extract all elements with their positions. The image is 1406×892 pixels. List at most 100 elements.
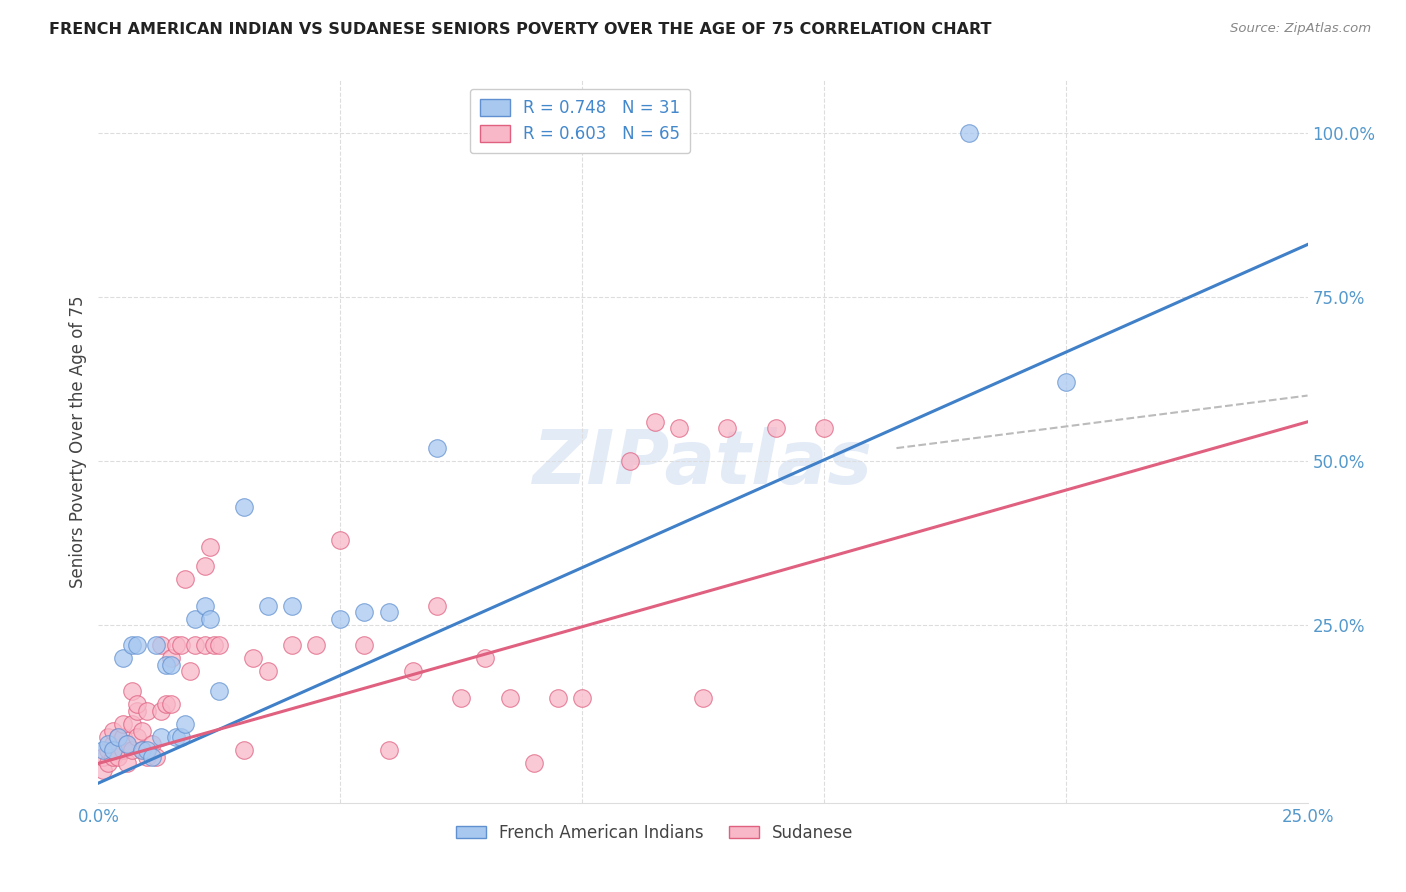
Point: [107, 730, 129, 744]
Point: [165, 730, 187, 744]
Point: [474, 651, 496, 665]
Point: [194, 638, 217, 652]
Point: [91, 749, 114, 764]
Point: [97, 730, 120, 744]
Point: [547, 690, 569, 705]
Point: [135, 704, 157, 718]
Point: [523, 756, 546, 771]
Point: [117, 737, 139, 751]
Point: [131, 743, 153, 757]
Point: [150, 704, 173, 718]
Point: [1054, 376, 1077, 390]
Point: [111, 730, 134, 744]
Point: [111, 717, 134, 731]
Point: [208, 638, 231, 652]
Point: [716, 421, 738, 435]
Point: [117, 737, 139, 751]
Point: [668, 421, 690, 435]
Point: [101, 737, 124, 751]
Point: [97, 737, 120, 751]
Point: [281, 599, 304, 613]
Point: [450, 690, 472, 705]
Point: [813, 421, 835, 435]
Point: [141, 737, 163, 751]
Point: [179, 665, 201, 679]
Point: [91, 743, 114, 757]
Point: [101, 749, 124, 764]
Point: [329, 533, 352, 547]
Point: [644, 415, 666, 429]
Point: [281, 638, 304, 652]
Point: [117, 756, 139, 771]
Point: [174, 573, 197, 587]
Point: [619, 454, 641, 468]
Point: [256, 599, 278, 613]
Point: [111, 743, 134, 757]
Point: [184, 612, 207, 626]
Point: [329, 612, 352, 626]
Point: [232, 500, 254, 515]
Point: [150, 730, 173, 744]
Point: [571, 690, 593, 705]
Point: [135, 749, 157, 764]
Point: [169, 638, 191, 652]
Point: [426, 441, 449, 455]
Point: [377, 743, 399, 757]
Point: [426, 599, 449, 613]
Point: [107, 730, 129, 744]
Point: [155, 698, 177, 712]
Point: [198, 612, 221, 626]
Point: [232, 743, 254, 757]
Point: [305, 638, 328, 652]
Point: [160, 651, 183, 665]
Point: [402, 665, 425, 679]
Text: Source: ZipAtlas.com: Source: ZipAtlas.com: [1230, 22, 1371, 36]
Point: [160, 698, 183, 712]
Point: [692, 690, 714, 705]
Text: FRENCH AMERICAN INDIAN VS SUDANESE SENIORS POVERTY OVER THE AGE OF 75 CORRELATIO: FRENCH AMERICAN INDIAN VS SUDANESE SENIO…: [49, 22, 991, 37]
Point: [765, 421, 787, 435]
Point: [198, 540, 221, 554]
Point: [101, 743, 124, 757]
Point: [131, 743, 153, 757]
Text: ZIPatlas: ZIPatlas: [533, 426, 873, 500]
Point: [127, 698, 149, 712]
Point: [208, 684, 231, 698]
Point: [145, 638, 167, 652]
Legend: French American Indians, Sudanese: French American Indians, Sudanese: [449, 817, 860, 848]
Point: [165, 638, 187, 652]
Point: [121, 717, 143, 731]
Point: [127, 638, 149, 652]
Point: [155, 657, 177, 672]
Point: [174, 717, 197, 731]
Point: [121, 638, 143, 652]
Point: [127, 730, 149, 744]
Point: [353, 605, 375, 619]
Point: [121, 743, 143, 757]
Point: [169, 730, 191, 744]
Point: [194, 559, 217, 574]
Point: [204, 638, 226, 652]
Point: [498, 690, 520, 705]
Point: [127, 704, 149, 718]
Point: [111, 651, 134, 665]
Point: [256, 665, 278, 679]
Point: [141, 749, 163, 764]
Point: [107, 749, 129, 764]
Point: [184, 638, 207, 652]
Y-axis label: Seniors Poverty Over the Age of 75: Seniors Poverty Over the Age of 75: [69, 295, 87, 588]
Point: [160, 657, 183, 672]
Point: [91, 763, 114, 777]
Point: [353, 638, 375, 652]
Point: [242, 651, 264, 665]
Point: [97, 743, 120, 757]
Point: [131, 723, 153, 738]
Point: [145, 749, 167, 764]
Point: [377, 605, 399, 619]
Point: [135, 743, 157, 757]
Point: [121, 684, 143, 698]
Point: [150, 638, 173, 652]
Point: [194, 599, 217, 613]
Point: [97, 756, 120, 771]
Point: [957, 126, 980, 140]
